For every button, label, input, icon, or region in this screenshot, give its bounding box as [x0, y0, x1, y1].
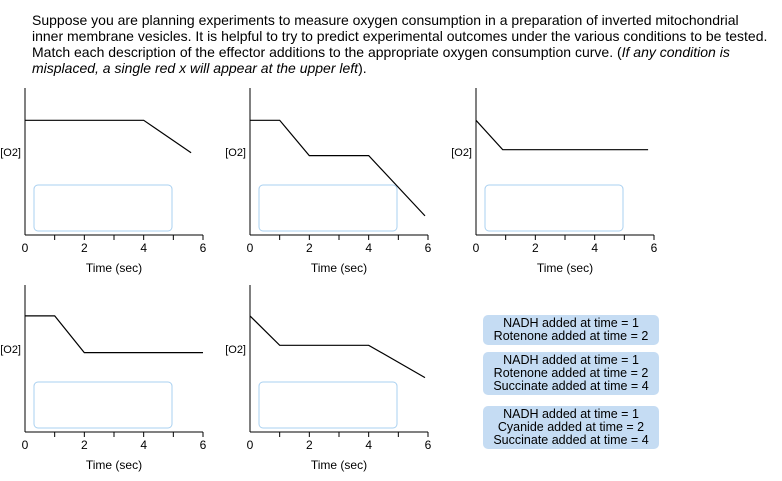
drop-zone[interactable] [484, 184, 624, 232]
x-tick-label: 6 [651, 241, 658, 255]
y-axis-label: [O2] [0, 147, 21, 159]
answer-card-2[interactable]: NADH added at time = 1 Rotenone added at… [483, 352, 659, 395]
x-tick-label: 4 [591, 241, 598, 255]
o2-curve [25, 315, 203, 354]
answer-card-3[interactable]: NADH added at time = 1 Cyanide added at … [483, 406, 659, 449]
card-line: NADH added at time = 1 [503, 407, 639, 421]
y-axis-label: [O2] [225, 147, 246, 159]
answer-card-1[interactable]: NADH added at time = 1 Rotenone added at… [483, 315, 659, 345]
x-tick-label: 2 [306, 241, 313, 255]
x-tick-label: 0 [22, 241, 29, 255]
x-tick-label: 4 [365, 438, 372, 452]
x-tick-label: 0 [22, 438, 29, 452]
x-tick-label: 6 [200, 438, 207, 452]
chart-panel-4: 0 2 4 6 Time (sec) [O2] [0, 285, 207, 472]
drop-zone[interactable] [258, 381, 398, 429]
x-tick-label: 0 [247, 241, 254, 255]
x-tick-label: 2 [81, 241, 88, 255]
x-axis-label: Time (sec) [311, 261, 367, 275]
x-tick-label: 2 [306, 438, 313, 452]
x-axis-label: Time (sec) [311, 458, 367, 472]
card-line: Succinate added at time = 4 [493, 433, 649, 447]
chart-panel-3: 0 2 4 6 Time (sec) [O2] [451, 88, 658, 275]
chart-panel-2: 0 2 4 6 Time (sec) [O2] [225, 88, 432, 275]
x-tick-label: 4 [140, 241, 147, 255]
drop-zone[interactable] [258, 184, 398, 232]
x-tick-label: 4 [365, 241, 372, 255]
card-line: Rotenone added at time = 2 [493, 329, 649, 343]
x-tick-label: 6 [425, 438, 432, 452]
x-axis-label: Time (sec) [86, 261, 142, 275]
o2-curve [475, 119, 649, 151]
x-tick-label: 0 [473, 241, 480, 255]
o2-curve [25, 119, 192, 154]
x-tick-label: 2 [81, 438, 88, 452]
o2-curve [249, 315, 426, 379]
card-line: NADH added at time = 1 [503, 316, 639, 330]
chart-panel-5: 0 2 4 6 Time (sec) [O2] [225, 285, 432, 472]
drop-zone[interactable] [33, 381, 173, 429]
chart-panel-1: 0 2 4 6 Time (sec) [O2] [0, 88, 207, 275]
card-line: NADH added at time = 1 [503, 353, 639, 367]
card-line: Succinate added at time = 4 [493, 379, 649, 393]
question-prompt: Suppose you are planning experiments to … [32, 12, 768, 76]
y-axis-label: [O2] [451, 147, 472, 159]
card-line: Rotenone added at time = 2 [493, 366, 649, 380]
y-axis-label: [O2] [0, 344, 21, 356]
x-tick-label: 0 [247, 438, 254, 452]
x-tick-label: 6 [200, 241, 207, 255]
drop-zone[interactable] [33, 184, 173, 232]
card-line: Cyanide added at time = 2 [497, 420, 645, 434]
y-axis-label: [O2] [225, 344, 246, 356]
x-axis-label: Time (sec) [537, 261, 593, 275]
x-tick-label: 4 [140, 438, 147, 452]
x-tick-label: 2 [532, 241, 539, 255]
o2-curve [250, 119, 426, 217]
x-tick-label: 6 [425, 241, 432, 255]
x-axis-label: Time (sec) [86, 458, 142, 472]
